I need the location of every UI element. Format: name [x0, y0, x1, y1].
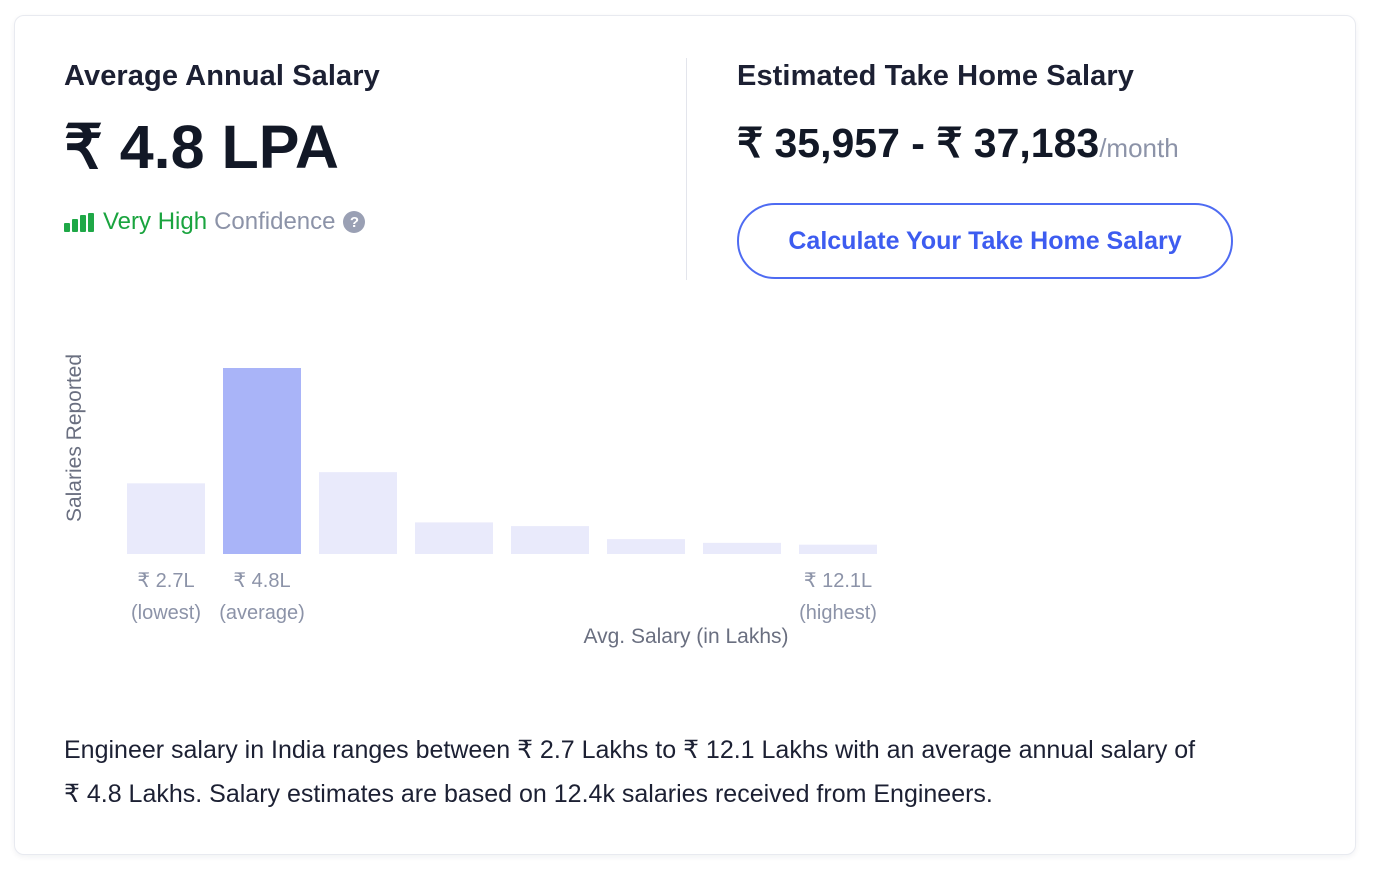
- chart-bar: [511, 526, 589, 554]
- confidence-level: Very High: [103, 208, 208, 235]
- x-tick-note: (highest): [799, 602, 877, 624]
- salary-summary: Engineer salary in India ranges between …: [64, 728, 1304, 816]
- x-tick-label: ₹ 2.7L: [137, 570, 194, 592]
- average-salary-section: Average Annual Salary ₹ 4.8 LPA Very Hig…: [64, 60, 664, 236]
- x-tick-note: (lowest): [131, 602, 201, 624]
- x-tick-label: ₹ 12.1L: [804, 570, 872, 592]
- x-tick-note: (average): [219, 602, 305, 624]
- average-salary-value: ₹ 4.8 LPA: [64, 113, 339, 181]
- chart-bar: [127, 483, 205, 554]
- confidence-label: Confidence: [214, 208, 336, 235]
- x-tick-label: ₹ 4.8L: [233, 570, 290, 592]
- take-home-range-value: ₹ 35,957 - ₹ 37,183: [737, 120, 1100, 166]
- take-home-range: ₹ 35,957 - ₹ 37,183/month: [737, 119, 1297, 167]
- calculate-take-home-button[interactable]: Calculate Your Take Home Salary: [737, 203, 1233, 279]
- signal-bars-icon: [64, 212, 94, 232]
- summary-line-1: Engineer salary in India ranges between …: [64, 736, 1196, 764]
- confidence-indicator: Very High Confidence ?: [64, 208, 664, 236]
- take-home-title: Estimated Take Home Salary: [737, 60, 1134, 92]
- salary-card: Average Annual Salary ₹ 4.8 LPA Very Hig…: [14, 15, 1356, 855]
- chart-bar: [799, 544, 877, 554]
- column-divider: [686, 58, 687, 280]
- take-home-section: Estimated Take Home Salary ₹ 35,957 - ₹ …: [737, 60, 1297, 279]
- chart-bar: [319, 472, 397, 554]
- chart-bar: [223, 368, 301, 554]
- chart-bar: [415, 522, 493, 554]
- x-axis-label: Avg. Salary (in Lakhs): [583, 625, 788, 648]
- summary-line-2: ₹ 4.8 Lakhs. Salary estimates are based …: [64, 780, 993, 808]
- take-home-period: /month: [1099, 133, 1179, 163]
- chart-bar: [703, 542, 781, 554]
- average-salary-title: Average Annual Salary: [64, 60, 380, 92]
- chart-svg: ₹ 2.7L (lowest) ₹ 4.8L (average) ₹ 12.1L (hig…: [127, 368, 877, 648]
- help-icon[interactable]: ?: [343, 211, 366, 233]
- chart-bar: [607, 539, 685, 554]
